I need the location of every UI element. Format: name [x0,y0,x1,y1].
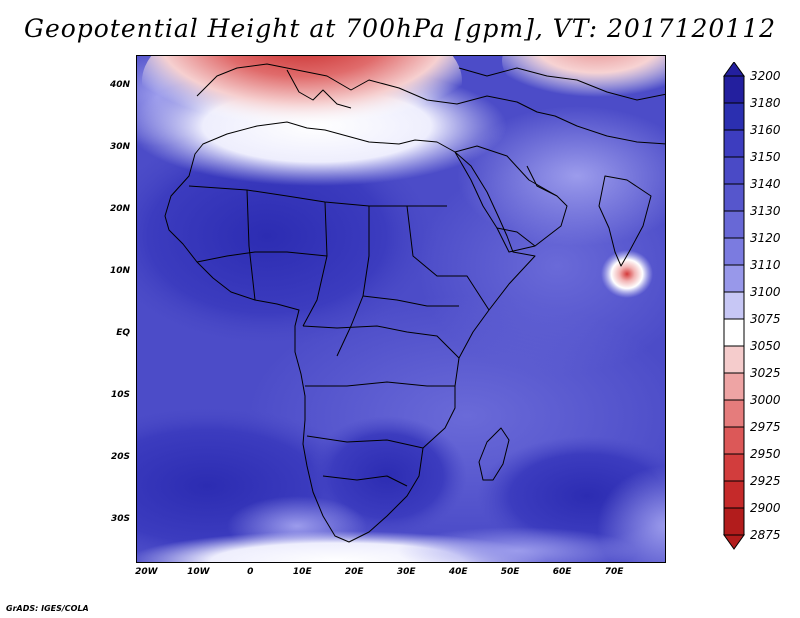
legend-level-label: 3140 [750,177,781,191]
lon-tick-label: 50E [500,567,520,577]
legend-swatch [723,507,745,536]
legend-swatch [723,156,745,185]
legend-swatch [723,426,745,455]
lat-tick-label: 20N [109,203,130,214]
map-title: Geopotential Height at 700hPa [gpm], VT:… [23,14,777,43]
legend-level-label: 3075 [750,312,781,326]
legend-level-label: 3120 [750,231,781,245]
legend-level-label: 2950 [750,447,781,461]
legend-level-label: 3180 [750,96,781,110]
lon-tick-label: 60E [552,567,572,577]
legend-level-label: 2925 [750,474,781,488]
legend-level-label: 3150 [750,150,781,164]
lat-tick-label: 30S [110,513,130,524]
legend-level-label: 3025 [750,366,781,380]
legend-swatch [723,237,745,266]
lat-tick-label: 20S [110,451,130,462]
legend-level-label: 2900 [750,501,781,515]
geopotential-field [137,56,665,562]
legend-level-label: 3200 [750,69,781,83]
lon-tick-label: 0 [247,567,254,577]
lon-tick-label: 10W [187,567,210,577]
legend-level-label: 2975 [750,420,781,434]
legend-swatch [723,75,745,104]
legend-swatch [723,480,745,509]
lat-tick-label: 10S [110,389,130,400]
legend-swatch [723,399,745,428]
legend-swatch [723,291,745,320]
lat-tick-label: 40N [109,79,130,90]
coastlines [164,63,665,543]
lat-tick-label: EQ [116,327,130,338]
legend-level-label: 2875 [750,528,781,542]
lon-tick-label: 20E [344,567,364,577]
legend-swatch [723,345,745,374]
lon-tick-label: 70E [604,567,624,577]
lon-tick-label: 10E [292,567,312,577]
legend-level-label: 3160 [750,123,781,137]
color-legend-bar [723,62,745,550]
legend-arrow-top [723,62,745,77]
legend-level-label: 3050 [750,339,781,353]
legend-swatch [723,102,745,131]
map-panel[interactable] [136,55,666,563]
lon-tick-label: 20W [135,567,158,577]
legend-level-label: 3130 [750,204,781,218]
legend-swatch [723,318,745,347]
color-legend: 3200 3180 3160 3150 3140 3130 3120 3110 3100 3075… [720,62,781,556]
legend-level-label: 3100 [750,285,781,299]
legend-arrow-bottom [723,534,745,550]
legend-swatch [723,210,745,239]
lon-tick-label: 30E [396,567,416,577]
legend-level-label: 3000 [750,393,781,407]
lon-tick-label: 40E [448,567,468,577]
legend-swatch [723,183,745,212]
legend-swatch [723,372,745,401]
lat-tick-label: 30N [109,141,130,152]
lat-tick-label: 10N [109,265,130,276]
legend-level-label: 3110 [750,258,781,272]
grads-credit: GrADS: IGES/COLA [6,604,89,613]
legend-swatch [723,453,745,482]
legend-swatch [723,129,745,158]
legend-swatch [723,264,745,293]
